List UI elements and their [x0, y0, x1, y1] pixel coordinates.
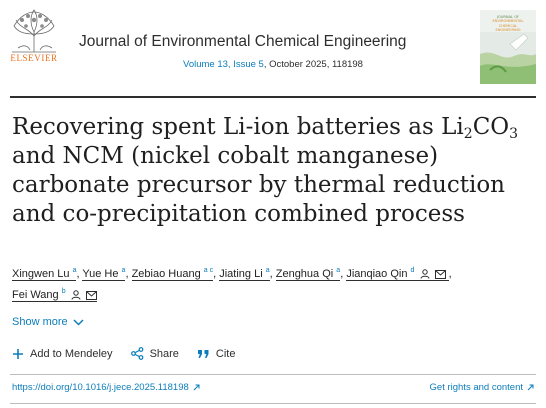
quote-icon	[197, 349, 209, 358]
rights-text: Get rights and content	[429, 382, 523, 393]
external-link-icon	[193, 384, 200, 391]
author-link[interactable]: Jiating Li a	[219, 267, 270, 281]
volume-issue-link[interactable]: Volume 13, Issue 5	[183, 59, 264, 70]
article-actions: Add to Mendeley Share Cite	[12, 347, 253, 360]
journal-cover-image[interactable]: JOURNAL OF ENVIRONMENTAL CHEMICAL ENGINE…	[480, 10, 536, 84]
chevron-down-icon	[73, 318, 84, 326]
add-to-mendeley-button[interactable]: Add to Mendeley	[12, 348, 113, 360]
show-more-button[interactable]: Show more	[12, 316, 84, 328]
rights-link[interactable]: Get rights and content	[430, 382, 534, 393]
title-text: and NCM (nickel cobalt manganese) carbon…	[12, 143, 505, 227]
title-text: Recovering spent Li-ion batteries as Li	[12, 114, 464, 140]
affiliation-marker: d	[410, 267, 415, 274]
author-link[interactable]: Yue He a	[82, 267, 126, 281]
title-text: CO	[472, 114, 510, 140]
share-button[interactable]: Share	[130, 347, 179, 360]
cover-text-line: CHEMICAL	[498, 23, 518, 28]
person-icon	[420, 269, 429, 279]
cite-label: Cite	[215, 347, 236, 360]
author-link[interactable]: Fei Wang b	[12, 288, 97, 302]
article-title: Recovering spent Li-ion batteries as Li2…	[12, 113, 532, 229]
author-name: Zenghua Qi	[275, 268, 334, 280]
email-icon	[85, 291, 97, 300]
journal-header: ELSEVIER Journal of Environmental Chemic…	[0, 0, 546, 96]
email-icon	[434, 270, 446, 279]
affiliation-marker: b	[61, 288, 66, 295]
author-name: Zebiao Huang	[131, 268, 201, 280]
affiliation-marker: a c	[203, 267, 214, 274]
author-name: Jiating Li	[219, 268, 263, 280]
author-link[interactable]: Zebiao Huang a c	[131, 267, 214, 281]
show-more-label: Show more	[12, 316, 68, 328]
footer-bottom-divider	[10, 403, 536, 404]
doi-link[interactable]: https://doi.org/10.1016/j.jece.2025.1181…	[12, 382, 200, 393]
author-link[interactable]: Zenghua Qi a	[275, 267, 341, 281]
author-link[interactable]: Jianqiao Qin d	[346, 267, 449, 281]
volume-issue-info: Volume 13, Issue 5, October 2025, 118198	[0, 59, 546, 70]
external-link-icon	[527, 384, 534, 391]
affiliation-marker: a	[336, 267, 341, 274]
affiliation-marker: a	[265, 267, 270, 274]
author-name: Yue He	[82, 268, 119, 280]
person-icon	[71, 290, 81, 300]
author-name: Jianqiao Qin	[346, 268, 408, 280]
author-list: Xingwen Lu a, Yue He a, Zebiao Huang a c…	[12, 267, 452, 302]
title-subscript: 2	[463, 126, 473, 142]
add-to-mendeley-label: Add to Mendeley	[30, 347, 113, 360]
plus-icon	[13, 348, 23, 359]
cover-text-line: ENVIRONMENTAL	[492, 19, 524, 24]
journal-title-link[interactable]: Journal of Environmental Chemical Engine…	[79, 33, 407, 50]
title-subscript: 3	[509, 126, 519, 142]
cover-text-line: ENGINEERING	[495, 28, 521, 33]
affiliation-marker: a	[72, 267, 77, 274]
doi-text: https://doi.org/10.1016/j.jece.2025.1181…	[12, 382, 189, 393]
elsevier-logo[interactable]	[6, 6, 62, 68]
cite-button[interactable]: Cite	[197, 347, 236, 360]
share-label: Share	[149, 347, 179, 360]
share-icon	[130, 347, 143, 360]
cover-text-line: JOURNAL OF	[496, 15, 520, 19]
affiliation-marker: a	[121, 267, 126, 274]
header-divider	[10, 96, 536, 98]
author-link[interactable]: Xingwen Lu a	[12, 267, 77, 281]
issue-date-text: , October 2025, 118198	[263, 59, 363, 70]
footer-divider	[10, 374, 536, 375]
elsevier-wordmark: ELSEVIER	[10, 53, 58, 63]
author-name: Xingwen Lu	[12, 268, 70, 280]
author-name: Fei Wang	[12, 289, 59, 301]
